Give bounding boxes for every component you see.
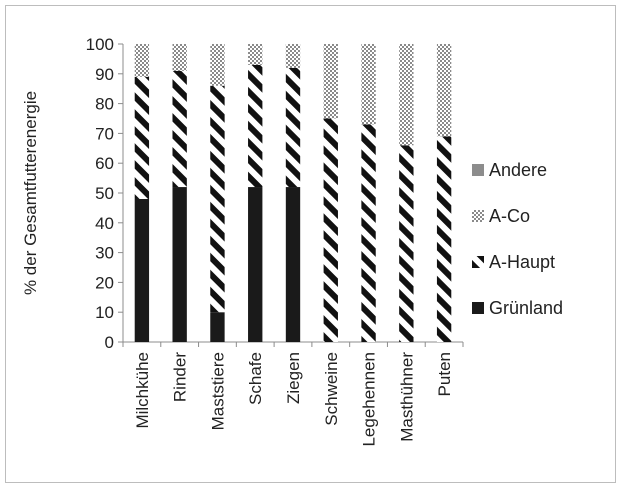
y-tick-label: 20 (95, 273, 114, 292)
x-tick-label: Schafe (246, 352, 265, 405)
x-tick-label: Milchkühe (133, 352, 152, 429)
y-tick-label: 0 (105, 333, 114, 352)
y-tick-label: 90 (95, 65, 114, 84)
legend-label: Grünland (489, 298, 563, 318)
bar-segment-a-haupt (323, 118, 338, 342)
x-tick-label: Rinder (171, 352, 190, 402)
bar-segment-a-co (172, 44, 187, 71)
bar-segment-gr-nland (285, 187, 301, 342)
bar-segment-a-co (134, 44, 150, 77)
bar-segment-a-co (361, 44, 376, 125)
bar-segment-a-co (323, 44, 338, 119)
bar-segment-gr-nland (210, 312, 225, 342)
bar-segment-gr-nland (134, 198, 150, 342)
bar-segment-a-haupt (248, 64, 263, 188)
bar-segment-a-haupt (436, 136, 452, 342)
x-tick-label: Ziegen (284, 352, 303, 404)
bar-segment-a-co (210, 44, 225, 86)
y-tick-label: 30 (95, 244, 114, 263)
legend-swatch (472, 256, 484, 268)
x-tick-label: Puten (435, 352, 454, 396)
x-tick-label: Legehennen (360, 352, 379, 447)
bar-segment-a-co (248, 44, 263, 65)
stacked-bar-chart: % der Gesamtfutterenergie 0 10 20 30 40 50 60 7… (21, 35, 563, 447)
y-tick-label: 80 (95, 95, 114, 114)
y-tick-label: 10 (95, 303, 114, 322)
bar-segment-a-haupt (399, 145, 414, 342)
bar-segment-a-co (399, 44, 414, 146)
bar-segment-gr-nland (172, 187, 187, 342)
legend-swatch (472, 210, 484, 222)
x-tick-label: Schweine (322, 352, 341, 426)
y-tick-label: 60 (95, 154, 114, 173)
bar-segment-a-haupt (285, 67, 301, 188)
y-axis-title: % der Gesamtfutterenergie (21, 91, 40, 295)
legend-label: Andere (489, 160, 547, 180)
legend-label: A-Haupt (489, 252, 555, 272)
bar-segment-a-haupt (134, 76, 150, 199)
bar-segment-a-haupt (210, 85, 225, 313)
bar-segment-a-co (285, 44, 301, 68)
bar-segment-gr-nland (248, 187, 263, 342)
y-tick-label: 40 (95, 214, 114, 233)
legend-label: A-Co (489, 206, 530, 226)
bar-segment-a-co (436, 44, 452, 137)
bar-segment-a-haupt (361, 124, 376, 343)
x-tick-label: Maststiere (208, 352, 227, 430)
y-tick-label: 100 (86, 35, 114, 54)
y-tick-label: 70 (95, 124, 114, 143)
y-tick-label: 50 (95, 184, 114, 203)
x-tick-label: Masthühner (397, 352, 416, 442)
legend-swatch (472, 164, 484, 176)
bar-segment-a-haupt (172, 70, 187, 188)
legend-swatch (472, 302, 484, 314)
chart-frame: % der Gesamtfutterenergie 0 10 20 30 40 50 60 7… (5, 5, 616, 483)
